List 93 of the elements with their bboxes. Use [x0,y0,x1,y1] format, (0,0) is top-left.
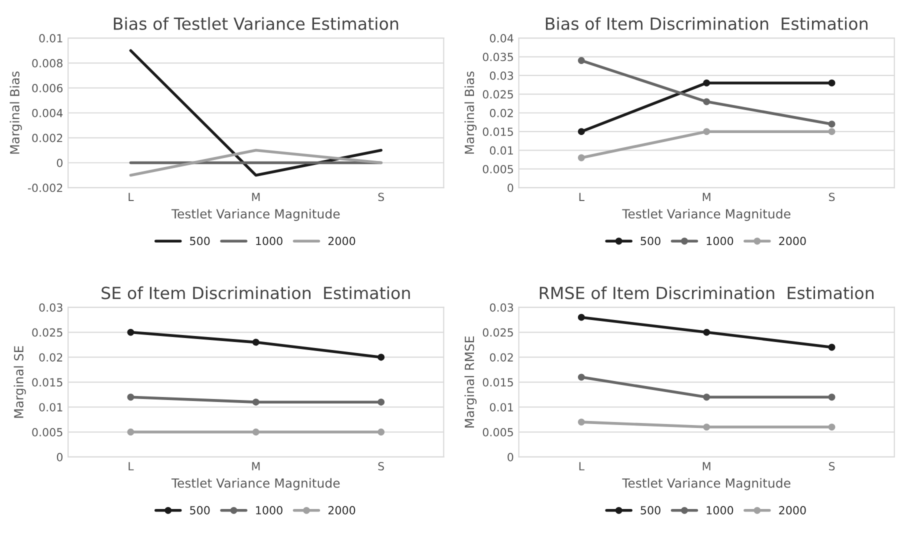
chart-title: RMSE of Item Discrimination Estimation [540,286,874,300]
point [703,128,710,136]
point [828,344,836,351]
y-tick-label: 0.006 [32,84,63,92]
point [127,428,134,436]
y-tick-label: 0.03 [490,71,514,80]
y-tick-label: 0.015 [32,378,62,387]
y-tick-label: 0 [56,452,62,462]
point [578,418,585,426]
point [703,394,710,401]
point [252,338,260,346]
y-tick-label: 0.03 [490,303,514,312]
y-tick-label: 0.005 [482,428,513,436]
point [578,128,585,136]
point [378,354,385,361]
y-tick-label: 0.04 [490,34,514,42]
y-tick-label: 0.01 [490,146,513,155]
y-tick-label: 0.03 [39,303,62,312]
y-tick-label: 0.004 [32,108,63,118]
x-axis-title: Testlet Variance Magnitude [171,208,340,221]
y-tick-label: 0.035 [482,52,513,62]
chart-title: SE of Item Discrimination Estimation [102,286,410,300]
point [378,398,385,406]
point [378,428,385,436]
x-tick-label: S [378,192,384,202]
y-tick-label: 0.025 [32,328,62,337]
y-tick-label: 0.02 [39,353,62,362]
point [828,424,836,431]
y-tick-label: -0.002 [28,184,62,192]
y-tick-label: 0.005 [482,164,513,174]
point [703,328,710,336]
point [828,120,836,128]
legend-label: 500 [190,506,210,514]
point [703,424,710,431]
y-tick-label: 0.02 [490,353,513,362]
y-tick-label: 0.02 [490,108,513,118]
x-tick-label: S [378,462,384,470]
legend-label: 500 [640,506,660,514]
x-tick-label: M [702,462,710,470]
chart-title: Bias of Item Discrimination Estimation [546,17,868,30]
legend-label: 500 [190,236,210,246]
legend-label: 1000 [256,236,282,246]
x-axis-title: Testlet Variance Magnitude [622,478,790,490]
legend-label: 2000 [328,236,356,246]
y-axis-title: Marginal RMSE [464,336,477,428]
point [578,314,585,321]
y-tick-label: 0.015 [482,378,513,387]
y-tick-label: 0.01 [39,34,62,42]
y-axis-title: Marginal Bias [464,71,477,154]
y-tick-label: 0.002 [32,134,62,142]
y-tick-label: 0 [56,158,62,168]
point [252,398,260,406]
point [828,128,836,136]
x-tick-label: M [252,192,260,201]
legend-label: 1000 [256,506,282,514]
x-tick-label: M [252,462,260,470]
x-axis-title: Testlet Variance Magnitude [171,478,340,490]
point [828,79,836,86]
x-axis-title: Testlet Variance Magnitude [622,208,790,221]
point [828,394,836,401]
y-tick-label: 0.008 [32,58,62,68]
legend-label: 2000 [779,506,806,514]
point [578,374,585,381]
x-tick-label: M [702,192,710,201]
x-tick-label: L [579,192,584,201]
legend-label: 1000 [706,236,734,246]
y-tick-label: 0.015 [482,128,513,136]
y-tick-label: 0.025 [482,90,513,99]
point [578,154,585,162]
point [578,57,585,64]
point [127,394,134,401]
y-axis-title: Marginal SE [14,346,26,418]
legend-label: 2000 [779,236,806,246]
legend-label: 2000 [328,506,356,514]
y-tick-label: 0.01 [39,403,62,412]
point [703,79,710,86]
x-tick-label: S [828,192,835,202]
y-tick-label: 0.025 [482,328,513,337]
x-tick-label: L [128,192,134,201]
x-tick-label: L [579,462,584,470]
point [703,98,710,106]
point [252,428,260,436]
y-tick-label: 0.01 [490,403,513,412]
legend-label: 1000 [706,506,734,514]
chart-title: Bias of Testlet Variance Estimation [114,17,398,30]
point [127,328,134,336]
y-axis-title: Marginal Bias [10,71,22,154]
x-tick-label: S [828,462,835,470]
legend-label: 500 [640,236,660,246]
y-tick-label: 0.005 [32,428,62,436]
x-tick-label: L [128,462,134,470]
y-tick-label: 0 [508,184,514,192]
y-tick-label: 0 [508,452,514,462]
